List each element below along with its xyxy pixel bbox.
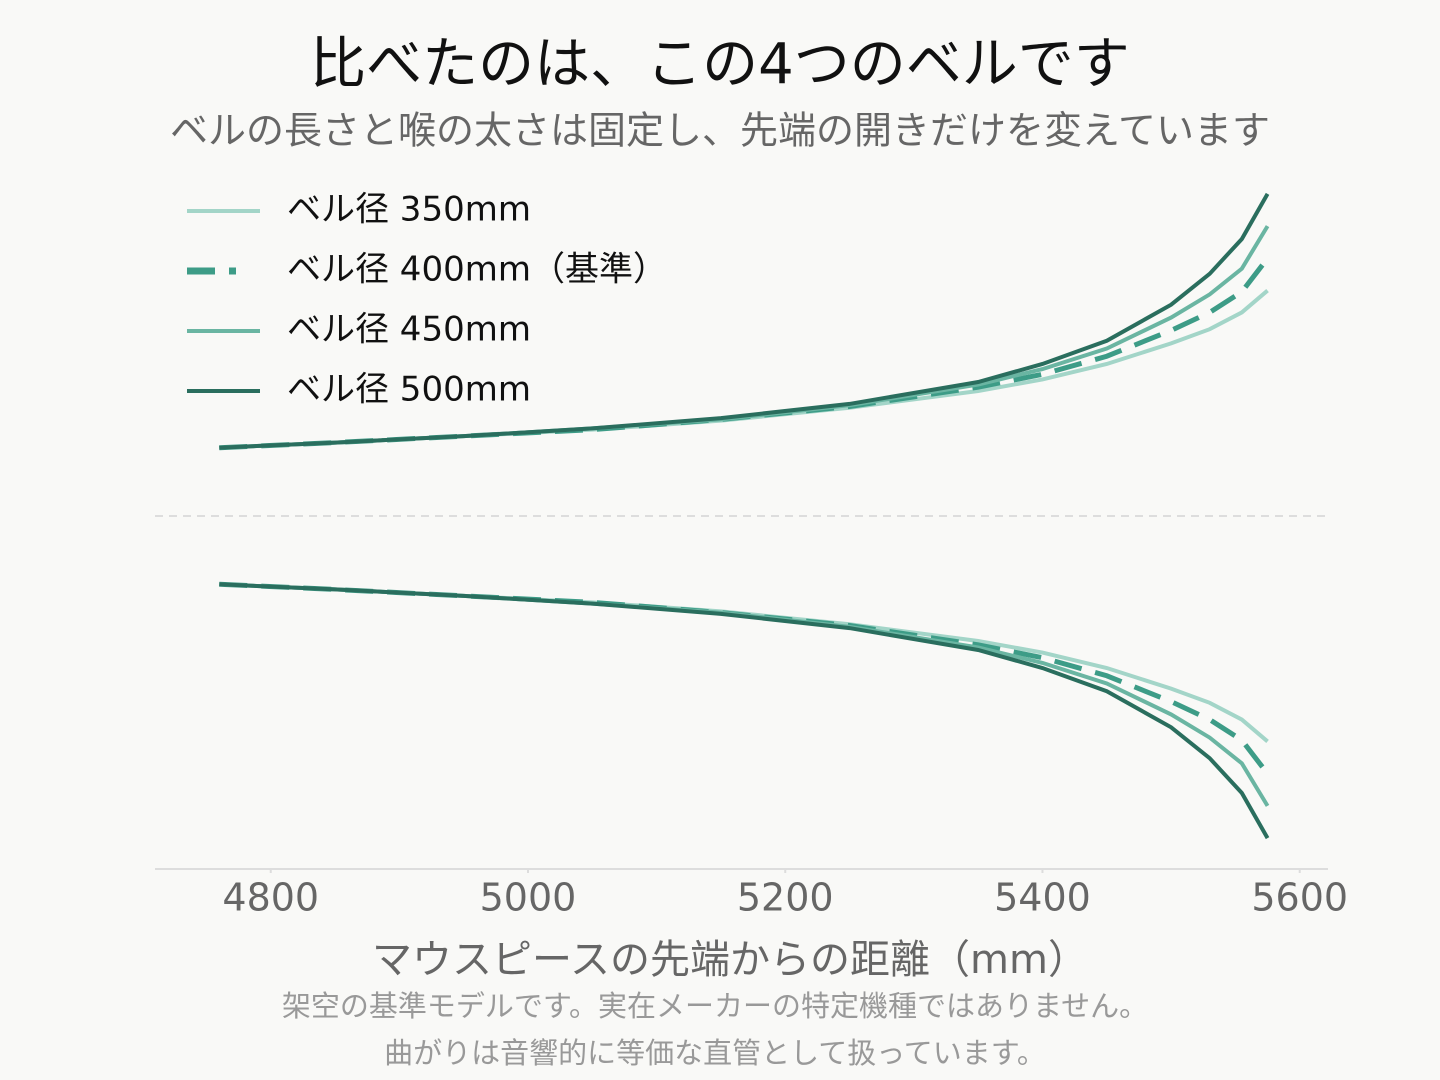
x-tick-label: 5400	[994, 876, 1091, 920]
x-tick-label: 5200	[737, 876, 834, 920]
legend-label: ベル径 350mm	[287, 190, 531, 230]
bell-profile	[219, 581, 1270, 776]
legend-label: ベル径 400mm（基準）	[287, 250, 667, 290]
note: 曲がりは音響的に等価な直管として扱っています。	[384, 1036, 1046, 1070]
bell-profile	[219, 256, 1270, 451]
legend-label: ベル径 450mm	[287, 310, 531, 350]
x-tick-label: 5000	[480, 876, 577, 920]
legend-label: ベル径 500mm	[287, 370, 531, 410]
chart-title: 比べたのは、この4つのベルです	[310, 32, 1130, 97]
x-tick-label: 4800	[222, 876, 319, 920]
note: 架空の基準モデルです。実在メーカーの特定機種ではありません。	[282, 989, 1148, 1023]
bell-profile	[219, 192, 1270, 450]
x-tick-label: 5600	[1251, 876, 1348, 920]
chart-subtitle: ベルの長さと喉の太さは固定し、先端の開きだけを変えています	[170, 109, 1270, 153]
x-axis-label: マウスピースの先端からの距離（mm）	[372, 937, 1088, 983]
bell-profile	[219, 582, 1270, 840]
